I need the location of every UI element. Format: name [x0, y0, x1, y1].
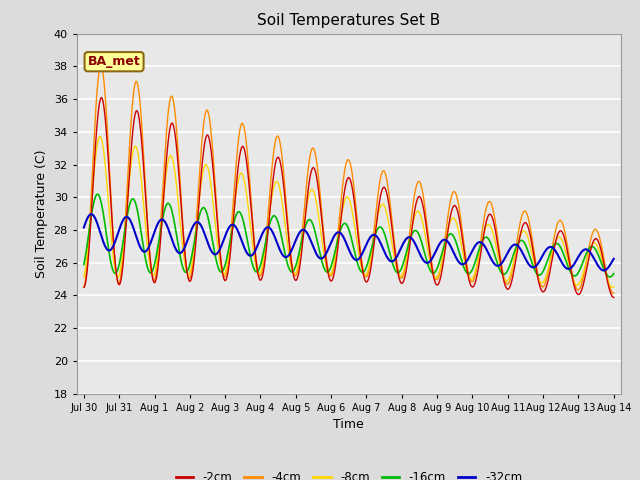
Text: BA_met: BA_met: [88, 55, 140, 68]
Title: Soil Temperatures Set B: Soil Temperatures Set B: [257, 13, 440, 28]
Y-axis label: Soil Temperature (C): Soil Temperature (C): [35, 149, 48, 278]
Legend: -2cm, -4cm, -8cm, -16cm, -32cm: -2cm, -4cm, -8cm, -16cm, -32cm: [171, 466, 527, 480]
X-axis label: Time: Time: [333, 418, 364, 431]
